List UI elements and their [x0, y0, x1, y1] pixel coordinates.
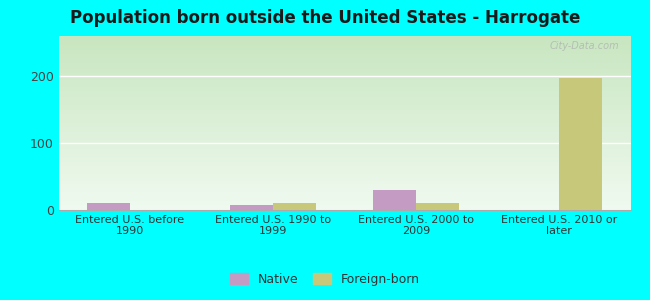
Text: Population born outside the United States - Harrogate: Population born outside the United State…	[70, 9, 580, 27]
Bar	[416, 203, 459, 210]
Text: City-Data.com: City-Data.com	[549, 41, 619, 51]
Bar	[559, 78, 602, 210]
Bar	[87, 203, 130, 210]
Bar	[373, 190, 416, 210]
Legend: Native, Foreign-born: Native, Foreign-born	[225, 268, 425, 291]
Bar	[230, 205, 273, 210]
Bar	[273, 203, 316, 210]
